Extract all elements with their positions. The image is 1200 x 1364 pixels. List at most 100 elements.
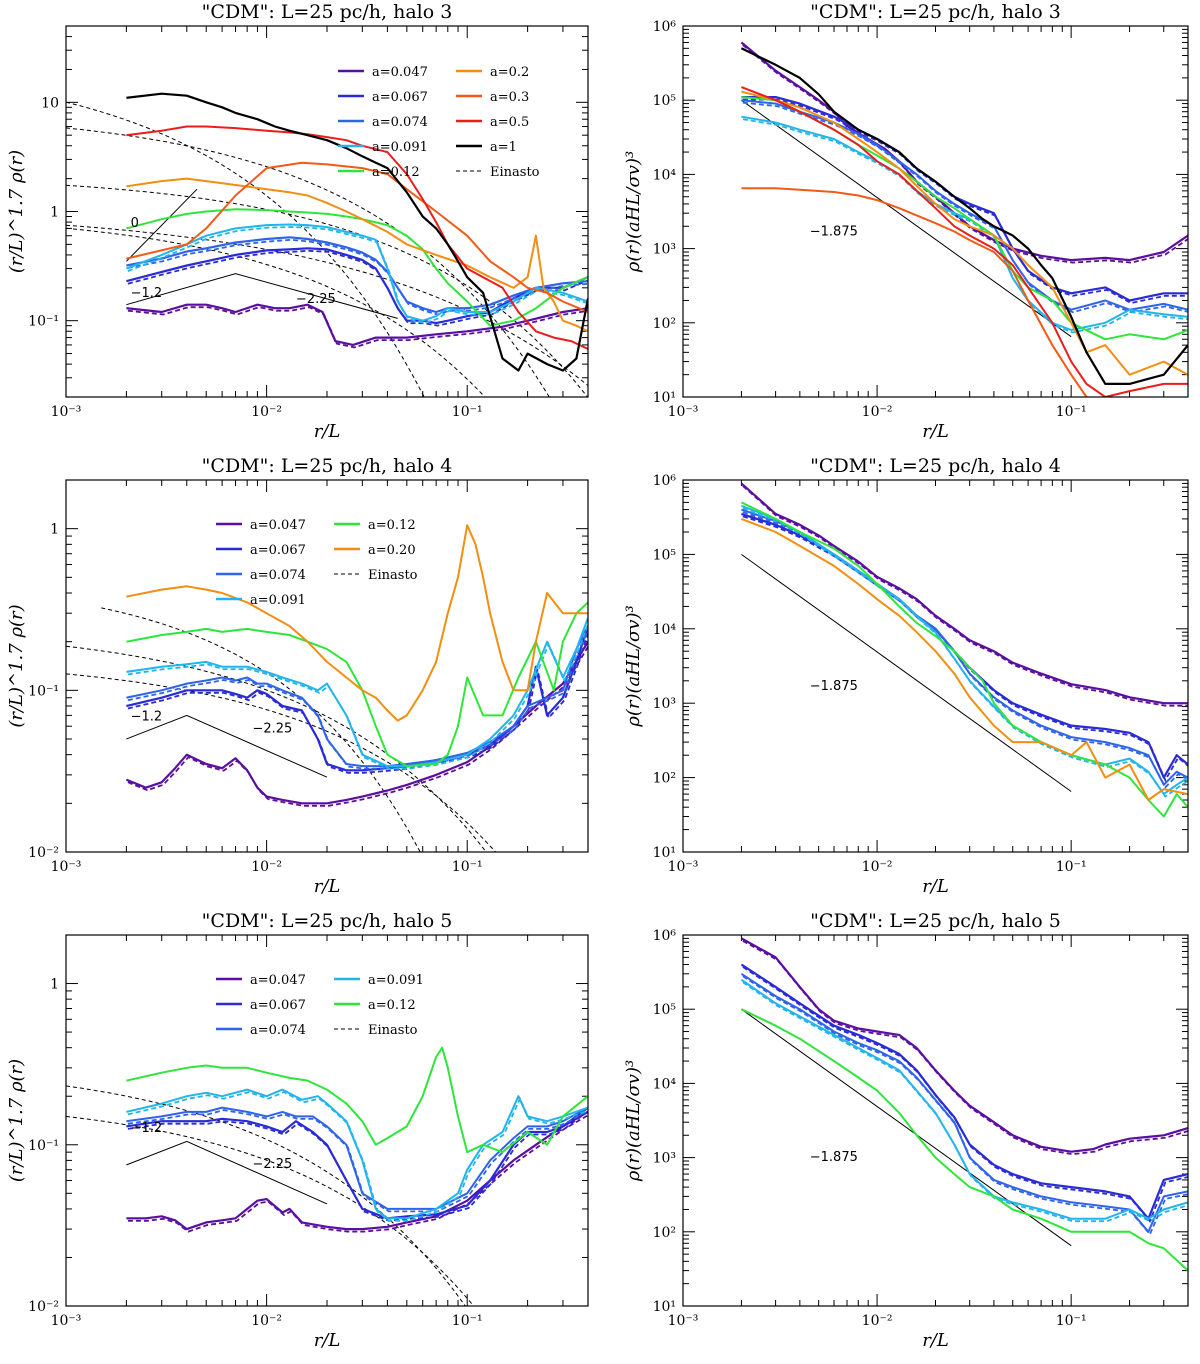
chart-title: "CDM": L=25 pc/h, halo 5	[810, 910, 1061, 932]
y-tick-label: 10⁵	[653, 547, 677, 563]
series-a-0-091-dashed-line	[127, 226, 588, 325]
series-a-0-074-line	[126, 1106, 588, 1210]
plot-frame	[682, 25, 1189, 398]
plot-frame	[65, 934, 589, 1307]
chart-title: "CDM": L=25 pc/h, halo 3	[202, 1, 453, 23]
x-tick-label: 10⁻²	[862, 859, 893, 875]
series-a-0-12-line	[740, 501, 1188, 818]
slope-guide-line	[741, 553, 1072, 792]
y-tick-label: 10⁻¹	[28, 683, 59, 699]
y-tick-label: 1	[50, 205, 59, 221]
series-a-0-047-line	[125, 641, 588, 805]
slope-guide-line	[741, 1008, 1072, 1247]
x-tick-label: 10⁻¹	[1056, 1313, 1087, 1329]
slope-annotation: −1.2	[131, 286, 163, 301]
series-a-0-067-line	[741, 96, 1188, 302]
slope-guide-line	[126, 273, 398, 319]
x-tick-label: 10⁻³	[668, 1313, 699, 1329]
legend-label: a=0.5	[490, 115, 529, 130]
series-a-0-067-line	[741, 512, 1188, 779]
legend-label: Einasto	[490, 165, 540, 180]
x-tick-label: 10⁻¹	[1056, 859, 1087, 875]
axis-ticks	[682, 934, 1189, 1307]
y-tick-label: 10¹	[653, 390, 676, 406]
series-a-0-047-line	[126, 1110, 588, 1231]
legend-label: a=0.12	[368, 518, 416, 533]
x-axis-label: r/L	[314, 876, 341, 897]
plot-frame	[682, 934, 1189, 1307]
slope-annotation: −2.25	[296, 292, 336, 307]
y-tick-label: 10⁴	[653, 167, 677, 183]
y-axis-label: (r/L)^1.7 ρ(r)	[6, 150, 27, 273]
plot-area	[740, 937, 1188, 1272]
series-a-0-20-line	[741, 517, 1188, 801]
legend-label: a=0.067	[372, 90, 428, 105]
y-axis-label: ρ(r)(aHL/σv)³	[623, 605, 644, 727]
x-axis-label: r/L	[922, 421, 949, 442]
panel-halo4-density: "CDM": L=25 pc/h, halo 4 10⁻³ 10⁻² 10⁻¹ 10¹ 1…	[623, 455, 1189, 897]
series-a-0-067-dashed-line	[742, 515, 1188, 783]
panel-halo5-scaled: "CDM": L=25 pc/h, halo 510⁻³ 10⁻² 10⁻¹10⁻²…	[6, 910, 589, 1351]
series-a-0-047-line	[740, 482, 1188, 705]
legend-label: a=0.091	[368, 973, 424, 988]
y-axis-label: (r/L)^1.7 ρ(r)	[6, 604, 27, 727]
axis-ticks	[65, 479, 589, 853]
y-tick-label: 1	[50, 977, 59, 993]
plot-area	[66, 92, 588, 397]
x-axis-label: r/L	[922, 876, 949, 897]
series-a-1-line	[126, 92, 588, 372]
x-axis-label: r/L	[314, 421, 341, 442]
einasto-fit-line	[101, 607, 421, 852]
einasto-fit-line	[66, 673, 497, 852]
x-tick-label: 10⁻¹	[452, 859, 483, 875]
legend-label: a=0.12	[368, 998, 416, 1013]
series-a-0-067-dashed-line	[127, 249, 588, 327]
chart-title: "CDM": L=25 pc/h, halo 3	[810, 1, 1061, 23]
series-a-0-12-line	[126, 601, 588, 768]
einasto-fit-line	[66, 227, 486, 397]
series-a-0-067-line	[740, 963, 1188, 1220]
series-a-0-067-dashed-line	[127, 1110, 588, 1222]
legend-label: a=0.067	[250, 998, 306, 1013]
series-a-0-12-line	[740, 1008, 1188, 1272]
y-tick-label: 10²	[653, 1225, 676, 1241]
series-a-0-074-dashed-line	[742, 975, 1188, 1236]
plot-frame	[65, 479, 589, 853]
series-a-0-067-line	[126, 625, 588, 772]
series-a-0-091-dashed-line	[742, 507, 1188, 798]
series-a-0-074-line	[740, 972, 1188, 1233]
series-a-0-074-dashed-line	[127, 238, 588, 316]
series-a-0-047-dashed-line	[742, 940, 1188, 1156]
series-a-0-091-dashed-line	[742, 118, 1188, 334]
series-a-0-074-line	[126, 236, 588, 314]
x-tick-label: 10⁻²	[251, 1313, 282, 1329]
legend-label: a=0.067	[250, 543, 306, 558]
x-tick-label: 10⁻²	[862, 1313, 893, 1329]
y-tick-label: 10⁻¹	[28, 1138, 59, 1154]
series-a-0-047-dashed-line	[742, 44, 1188, 264]
x-tick-label: 10⁻²	[251, 859, 282, 875]
x-axis-label: r/L	[922, 1330, 949, 1351]
series-a-0-091-line	[126, 223, 588, 322]
slope-annotation: −1.875	[810, 679, 858, 694]
plot-area	[740, 41, 1188, 397]
legend-label: a=0.074	[250, 568, 306, 583]
legend-label: a=0.047	[372, 65, 428, 80]
einasto-fit-line	[66, 101, 425, 397]
x-tick-label: 10⁻¹	[452, 404, 483, 420]
plot-area	[740, 482, 1188, 818]
series-a-0-091-line	[741, 504, 1188, 796]
series-a-0-047-line	[126, 303, 588, 346]
einasto-fit-line	[66, 1085, 466, 1306]
y-tick-label: 10³	[653, 696, 676, 712]
slope-guide-line	[126, 188, 198, 262]
y-tick-label: 10⁻²	[28, 1299, 59, 1315]
series-a-0-067-dashed-line	[742, 966, 1188, 1223]
slope-annotation: 0	[131, 216, 139, 231]
y-tick-label: 10⁻²	[28, 845, 59, 861]
y-tick-label: 10¹	[653, 845, 676, 861]
plot-frame	[682, 479, 1189, 853]
series-a-0-091-line	[126, 1088, 588, 1220]
panel-halo3-scaled: "CDM": L=25 pc/h, halo 3 10⁻³ 10⁻² 10⁻¹ 10⁻¹…	[6, 1, 589, 442]
